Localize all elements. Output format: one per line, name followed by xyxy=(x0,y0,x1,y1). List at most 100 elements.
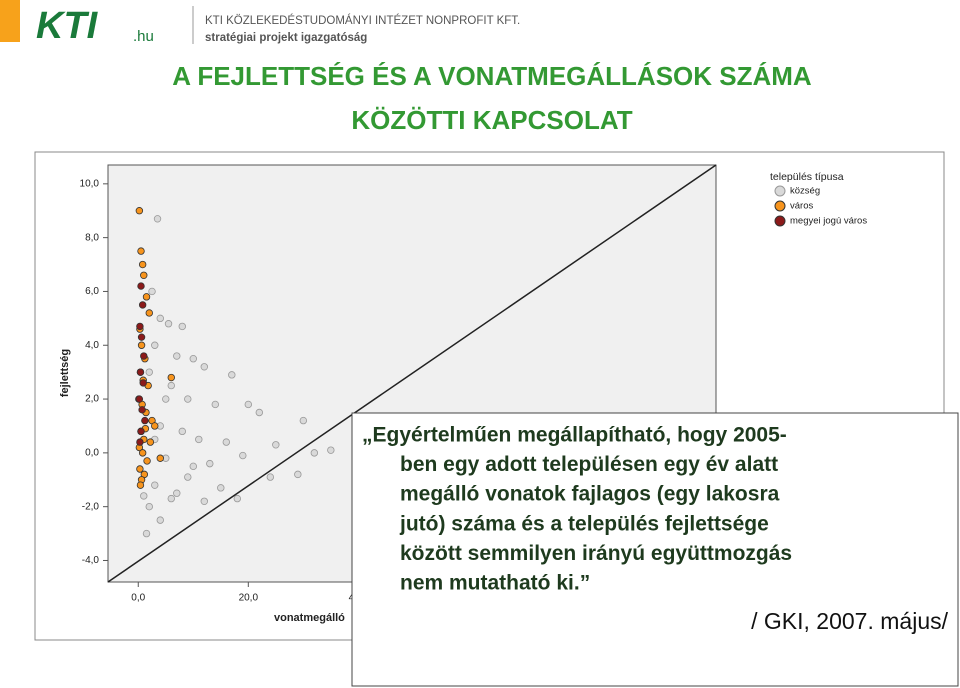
point xyxy=(137,341,146,349)
legend-swatch xyxy=(774,200,786,212)
point xyxy=(138,449,147,457)
point xyxy=(266,473,275,481)
y-tick-label: -2,0 xyxy=(82,501,100,512)
point xyxy=(136,438,144,446)
point xyxy=(244,400,253,409)
point xyxy=(178,322,186,331)
point xyxy=(200,363,208,371)
point xyxy=(153,215,162,223)
point xyxy=(299,416,308,425)
point xyxy=(137,282,145,290)
point xyxy=(167,381,175,390)
point xyxy=(138,301,147,309)
point xyxy=(228,371,236,379)
quote-line: ben egy adott településen egy év alatt xyxy=(400,453,778,476)
point xyxy=(136,368,145,376)
diagonal-line xyxy=(107,164,717,583)
point xyxy=(195,435,203,444)
point xyxy=(142,529,151,538)
quote: „Egyértelműen megállapítható, hogy 2005-… xyxy=(362,424,949,635)
point xyxy=(146,438,155,446)
legend-swatch xyxy=(774,185,786,197)
y-tick-label: -4,0 xyxy=(82,555,100,566)
y-tick-label: 0,0 xyxy=(85,448,99,459)
point xyxy=(143,457,151,465)
point xyxy=(145,368,153,376)
org-unit: stratégiai projekt igazgatóság xyxy=(205,32,367,44)
y-tick-label: 10,0 xyxy=(80,178,100,189)
point xyxy=(272,441,280,449)
point xyxy=(135,207,144,215)
point xyxy=(164,320,173,328)
point xyxy=(151,481,159,489)
chart: -4,0-2,00,02,04,06,08,010,00,020,040,0vo… xyxy=(59,171,867,624)
point xyxy=(200,497,208,505)
point xyxy=(184,473,192,481)
point xyxy=(142,293,151,301)
y-tick-label: 4,0 xyxy=(85,340,99,351)
point xyxy=(327,446,335,454)
quote-line: között semmilyen irányú együttmozgás xyxy=(400,542,792,565)
quote-box xyxy=(351,412,959,687)
point xyxy=(137,247,145,255)
legend-title: település típusa xyxy=(770,171,844,183)
quote-source: / GKI, 2007. május/ xyxy=(751,608,948,634)
point xyxy=(233,494,242,503)
point xyxy=(206,459,214,468)
point xyxy=(140,271,148,280)
point xyxy=(211,400,219,409)
y-tick-label: 2,0 xyxy=(85,394,99,405)
legend-label: város xyxy=(790,201,813,212)
point xyxy=(184,395,192,403)
y-axis-label: fejlettség xyxy=(59,349,71,397)
point xyxy=(156,314,164,323)
quote-line: megálló vonatok fajlagos (egy lakosra xyxy=(400,483,780,506)
point xyxy=(156,516,164,524)
point xyxy=(173,352,181,360)
point xyxy=(222,438,230,446)
point xyxy=(173,489,181,497)
y-tick-label: 8,0 xyxy=(85,232,99,243)
legend-swatch xyxy=(774,215,786,227)
logo-suffix: .hu xyxy=(133,28,154,45)
x-axis-label: vonatmegálló xyxy=(274,612,345,624)
x-tick-label: 0,0 xyxy=(131,593,145,604)
point xyxy=(167,494,175,503)
point xyxy=(148,287,156,296)
point xyxy=(136,481,145,489)
quote-line: nem mutatható ki.” xyxy=(400,572,590,595)
legend-label: megyei jogú város xyxy=(790,216,867,227)
org-name: KTI KÖZLEKEDÉSTUDOMÁNYI INTÉZET NONPROFI… xyxy=(205,14,520,27)
x-tick-label: 20,0 xyxy=(239,593,259,604)
point xyxy=(141,416,149,425)
quote-line: „Egyértelműen megállapítható, hogy 2005- xyxy=(362,424,787,447)
point xyxy=(140,492,148,500)
point xyxy=(167,373,175,382)
point xyxy=(189,355,197,363)
point xyxy=(145,502,153,511)
point xyxy=(136,322,144,331)
slide-title: A FEJLETTSÉG ÉS A VONATMEGÁLLÁSOK SZÁMA xyxy=(172,61,812,91)
point xyxy=(294,470,302,479)
point xyxy=(139,379,147,387)
point xyxy=(151,422,159,430)
slide-title: KÖZÖTTI KAPCSOLAT xyxy=(351,105,632,135)
point xyxy=(138,260,147,269)
point xyxy=(137,427,145,436)
point xyxy=(255,408,264,417)
point xyxy=(156,454,164,462)
quote-line: jutó) száma és a település fejlettsége xyxy=(399,512,769,535)
point xyxy=(145,309,153,317)
point xyxy=(136,465,144,473)
point xyxy=(138,406,146,414)
accent-bar xyxy=(0,0,20,42)
legend-label: község xyxy=(790,186,820,197)
point xyxy=(189,462,197,471)
point xyxy=(151,341,159,349)
point xyxy=(239,451,247,460)
point xyxy=(310,449,319,457)
point xyxy=(162,395,170,403)
point xyxy=(135,395,144,403)
